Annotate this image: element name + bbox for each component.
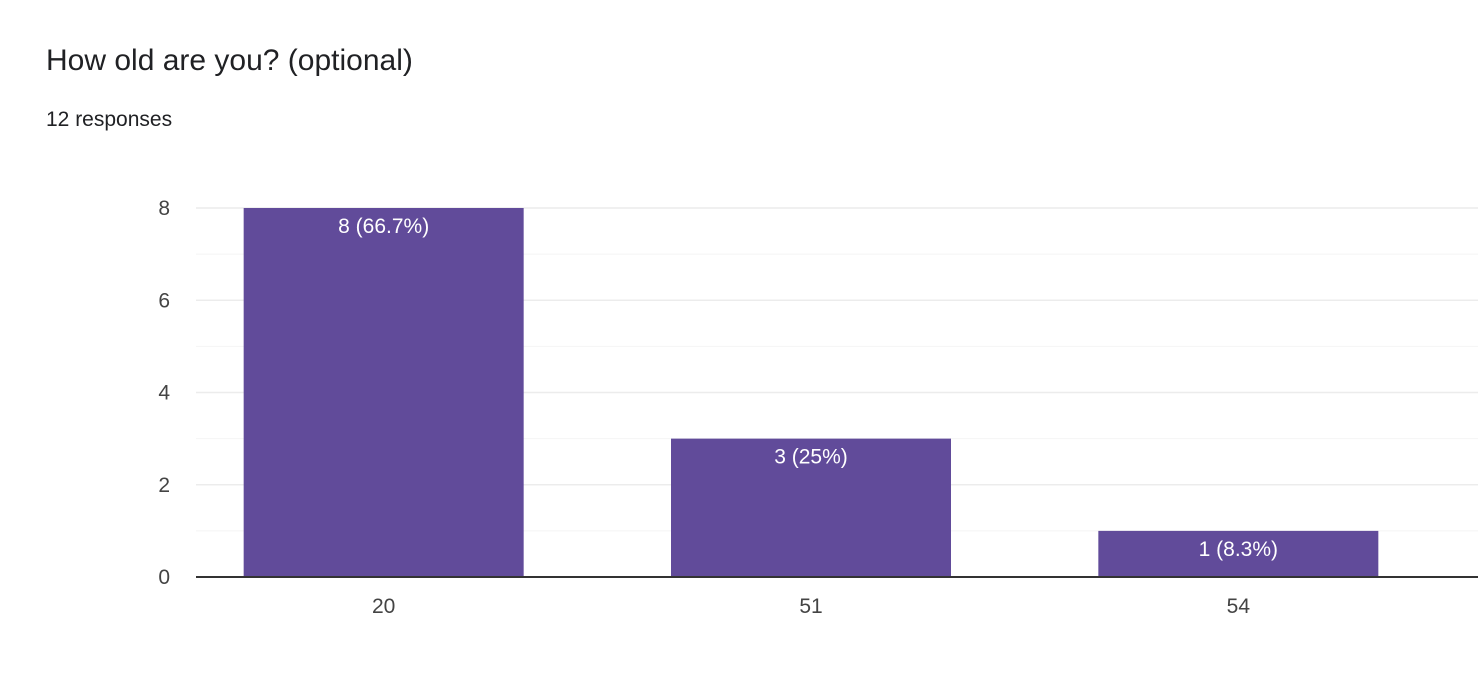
x-tick-label: 51 bbox=[799, 595, 822, 618]
bar-54[interactable] bbox=[1098, 530, 1379, 577]
y-tick-label: 4 bbox=[158, 382, 170, 405]
question-title: How old are you? (optional) bbox=[46, 44, 413, 77]
bar-20[interactable] bbox=[243, 208, 524, 577]
response-count: 12 responses bbox=[46, 108, 173, 131]
y-axis-ticks: 0 2 4 6 8 bbox=[158, 197, 170, 589]
bar-data-label: 3 (25%) bbox=[774, 446, 848, 469]
x-tick-label: 54 bbox=[1227, 595, 1251, 618]
y-tick-label: 0 bbox=[158, 566, 170, 589]
bar-51[interactable] bbox=[671, 438, 951, 577]
x-axis-ticks: 20 51 54 bbox=[372, 595, 1250, 618]
y-tick-label: 2 bbox=[158, 474, 170, 497]
bar-data-label: 8 (66.7%) bbox=[338, 215, 429, 238]
bar-data-labels: 8 (66.7%) 3 (25%) 1 (8.3%) bbox=[338, 215, 1278, 561]
x-tick-label: 20 bbox=[372, 595, 395, 618]
bars bbox=[243, 208, 1379, 577]
y-tick-label: 6 bbox=[158, 289, 170, 312]
y-tick-label: 8 bbox=[158, 197, 170, 220]
bar-data-label: 1 (8.3%) bbox=[1199, 538, 1278, 561]
